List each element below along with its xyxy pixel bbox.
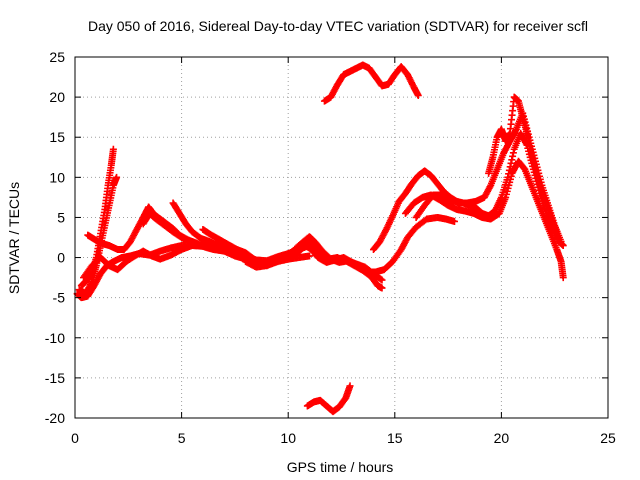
y-tick-label: -20 <box>45 410 65 426</box>
y-tick-label: -5 <box>53 290 66 306</box>
chart-title: Day 050 of 2016, Sidereal Day-to-day VTE… <box>88 18 588 34</box>
data-point <box>559 242 567 250</box>
series-arc-midday-3 <box>284 213 458 276</box>
series-arc-evening-2 <box>401 157 567 282</box>
y-tick-label: 0 <box>57 250 65 266</box>
data-point <box>378 284 386 292</box>
series-arc-afternoon-bottom <box>303 382 354 416</box>
data-point <box>450 217 458 225</box>
plot-frame <box>74 56 609 419</box>
y-tick-label: 25 <box>49 49 65 65</box>
data-point <box>557 238 565 246</box>
data-point <box>195 242 203 250</box>
x-axis-label: GPS time / hours <box>287 459 394 475</box>
data-point <box>414 92 422 100</box>
series-arc-evening-4 <box>485 93 561 237</box>
y-tick-label: 20 <box>49 89 65 105</box>
series-arc-evening-1 <box>369 129 567 254</box>
series-arc-mid-ridge-2 <box>199 225 264 266</box>
x-tick-label: 5 <box>178 430 186 446</box>
data-point <box>508 156 516 164</box>
series-arc-early-spike-2 <box>75 173 121 298</box>
x-tick-label: 25 <box>600 430 616 446</box>
y-tick-label: 5 <box>57 209 65 225</box>
data-point <box>378 276 386 284</box>
series-arc-morning-hump-2 <box>139 209 203 250</box>
data-point <box>559 274 567 282</box>
y-tick-label: -10 <box>45 330 65 346</box>
data-point <box>553 229 561 237</box>
data-point <box>377 275 385 283</box>
x-tick-label: 20 <box>494 430 510 446</box>
data-point <box>113 173 121 181</box>
data-point <box>109 145 117 153</box>
grid <box>75 57 608 418</box>
y-tick-label: 10 <box>49 169 65 185</box>
y-tick-label: 15 <box>49 129 65 145</box>
y-axis-label: SDTVAR / TECUs <box>6 182 22 294</box>
y-tick-label: -15 <box>45 370 65 386</box>
data-point <box>306 252 314 260</box>
x-tick-label: 0 <box>71 430 79 446</box>
series-arc-mid-ridge <box>169 199 250 259</box>
series-arc-afternoon-top <box>320 61 422 105</box>
x-tick-label: 10 <box>280 430 296 446</box>
axis-ticks: 0 5 10 15 20 25 -20 -15 -10 -5 0 5 10 15 20 25 <box>45 49 616 446</box>
data-layer <box>73 61 567 416</box>
x-tick-label: 15 <box>387 430 403 446</box>
data-point <box>346 382 354 390</box>
